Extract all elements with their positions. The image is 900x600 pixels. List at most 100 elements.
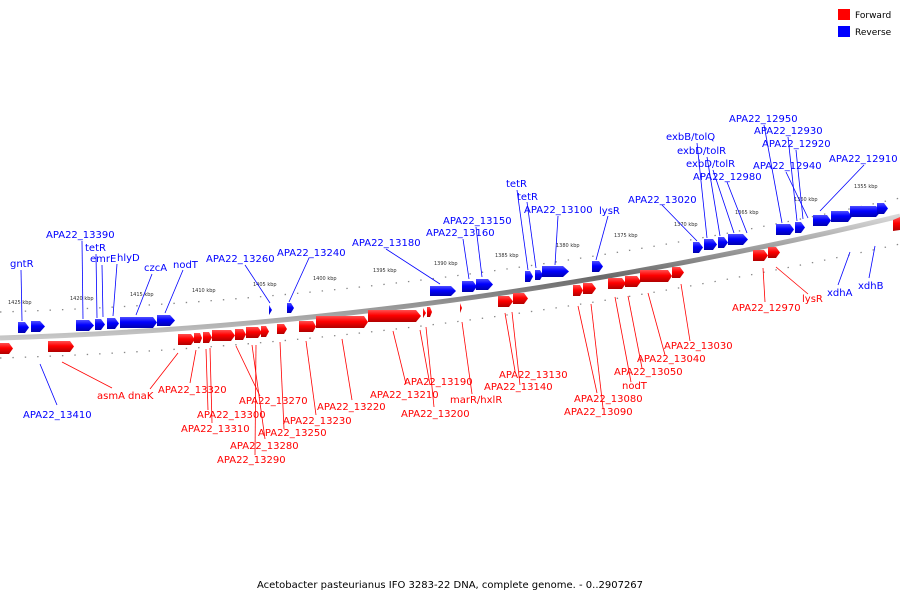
gene-reverse: [107, 318, 119, 329]
gene-label[interactable]: APA22_12940: [753, 161, 822, 172]
gene-label[interactable]: nodT: [173, 260, 199, 271]
gene-label[interactable]: dnaK: [128, 391, 154, 402]
gene-label[interactable]: APA22_13100: [524, 205, 593, 216]
gene-label[interactable]: APA22_13200: [401, 409, 470, 420]
gene-label[interactable]: APA22_13160: [426, 228, 495, 239]
gene-forward: [768, 247, 780, 258]
gene-label[interactable]: APA22_12920: [762, 139, 831, 150]
gene-label[interactable]: czcA: [144, 263, 167, 274]
gene-label[interactable]: APA22_12910: [829, 154, 898, 165]
gene-label[interactable]: APA22_13290: [217, 455, 286, 466]
gene-label[interactable]: APA22_13090: [564, 407, 633, 418]
gene-label[interactable]: APA22_13150: [443, 216, 512, 227]
gene-label[interactable]: tetR: [506, 179, 527, 190]
gene-label[interactable]: nodT: [622, 381, 648, 392]
legend: Forward Reverse: [838, 9, 892, 38]
gene-forward: [640, 270, 672, 282]
gene-forward: [625, 276, 641, 287]
gene-label[interactable]: xdhA: [827, 288, 853, 299]
gene-label[interactable]: APA22_12980: [693, 172, 762, 183]
scale-tick-label: 1420 kbp: [70, 296, 94, 302]
gene-label[interactable]: asmA: [97, 391, 125, 402]
gene-label[interactable]: APA22_13040: [637, 354, 706, 365]
gene-forward: [583, 283, 596, 294]
gene-reverse: [776, 224, 794, 235]
gene-forward: [753, 250, 768, 261]
gene-label[interactable]: APA22_13300: [197, 410, 266, 421]
gene-label[interactable]: hlyD: [117, 253, 140, 264]
genome-backbone: [0, 213, 900, 341]
gene-label[interactable]: emrE: [90, 254, 116, 265]
gene-forward: [893, 217, 900, 231]
legend-forward-swatch: [838, 9, 850, 20]
gene-reverse: [850, 206, 881, 217]
gene-label[interactable]: marR/hxlR: [450, 395, 502, 406]
gene-reverse: [120, 317, 157, 328]
scale-tick-label: 1415 kbp: [130, 292, 154, 298]
gene-label[interactable]: APA22_13050: [614, 367, 683, 378]
gene-reverse: [592, 261, 603, 272]
gene-reverse: [462, 281, 477, 292]
gene-reverse: [728, 234, 748, 245]
gene-reverse: [542, 266, 569, 277]
gene-label[interactable]: APA22_12950: [729, 114, 798, 125]
gene-reverse: [76, 320, 94, 331]
scale-tick-label: 1355 kbp: [854, 184, 878, 190]
gene-label[interactable]: APA22_13260: [206, 254, 275, 265]
gene-label[interactable]: APA22_12970: [732, 303, 801, 314]
gene-label[interactable]: tetR: [85, 243, 106, 254]
gene-label[interactable]: APA22_13030: [664, 341, 733, 352]
gene-reverse: [269, 305, 272, 315]
gene-forward: [368, 310, 421, 322]
gene-label[interactable]: APA22_13190: [404, 377, 473, 388]
gene-label[interactable]: tetR: [517, 192, 538, 203]
gene-label[interactable]: APA22_13180: [352, 238, 421, 249]
gene-label[interactable]: exbD/tolR: [677, 146, 726, 157]
gene-forward: [277, 324, 287, 334]
scale-tick-label: 1360 kbp: [794, 197, 818, 203]
gene-label[interactable]: APA22_13320: [158, 385, 227, 396]
forward-labels: asmA dnaK APA22_13320 APA22_13300 APA22_…: [97, 294, 823, 466]
gene-reverse: [95, 319, 105, 330]
gene-reverse: [704, 239, 717, 250]
scale-tick-label: 1390 kbp: [434, 261, 458, 267]
gene-forward: [246, 327, 262, 338]
gene-forward: [299, 321, 316, 332]
gene-reverse: [535, 270, 543, 280]
gene-forward: [573, 285, 583, 296]
gene-label[interactable]: APA22_13270: [239, 396, 308, 407]
legend-reverse-swatch: [838, 26, 850, 37]
gene-label[interactable]: APA22_13080: [574, 394, 643, 405]
gene-label[interactable]: xdhB: [858, 281, 884, 292]
gene-label[interactable]: gntR: [10, 259, 34, 270]
gene-label[interactable]: APA22_12930: [754, 126, 823, 137]
scale-tick-label: 1425 kbp: [8, 300, 32, 306]
gene-reverse: [430, 286, 456, 296]
gene-reverse: [693, 242, 703, 253]
gene-label[interactable]: exbD/tolR: [686, 159, 735, 170]
gene-label[interactable]: APA22_13230: [283, 416, 352, 427]
gene-reverse: [287, 303, 294, 313]
gene-label[interactable]: APA22_13220: [317, 402, 386, 413]
gene-forward: [672, 267, 684, 278]
gene-label[interactable]: lysR: [802, 294, 823, 305]
gene-label[interactable]: APA22_13140: [484, 382, 553, 393]
gene-label[interactable]: APA22_13210: [370, 390, 439, 401]
forward-leader-lines: [61, 266, 809, 456]
gene-forward: [608, 278, 626, 289]
gene-label[interactable]: APA22_13020: [628, 195, 697, 206]
scale-ticks: 1425 kbp 1420 kbp 1415 kbp 1410 kbp 1405…: [8, 184, 878, 306]
gene-label[interactable]: APA22_13240: [277, 248, 346, 259]
gene-reverse: [877, 203, 888, 214]
gene-label[interactable]: APA22_13310: [181, 424, 250, 435]
gene-reverse: [525, 271, 533, 282]
gene-label[interactable]: exbB/tolQ: [666, 132, 715, 143]
gene-label[interactable]: APA22_13280: [230, 441, 299, 452]
scale-tick-label: 1410 kbp: [192, 288, 216, 294]
gene-label[interactable]: APA22_13250: [258, 428, 327, 439]
gene-label[interactable]: APA22_13410: [23, 410, 92, 421]
gene-label[interactable]: lysR: [599, 206, 620, 217]
gene-forward: [498, 296, 513, 307]
gene-label[interactable]: APA22_13390: [46, 230, 115, 241]
gene-label[interactable]: APA22_13130: [499, 370, 568, 381]
